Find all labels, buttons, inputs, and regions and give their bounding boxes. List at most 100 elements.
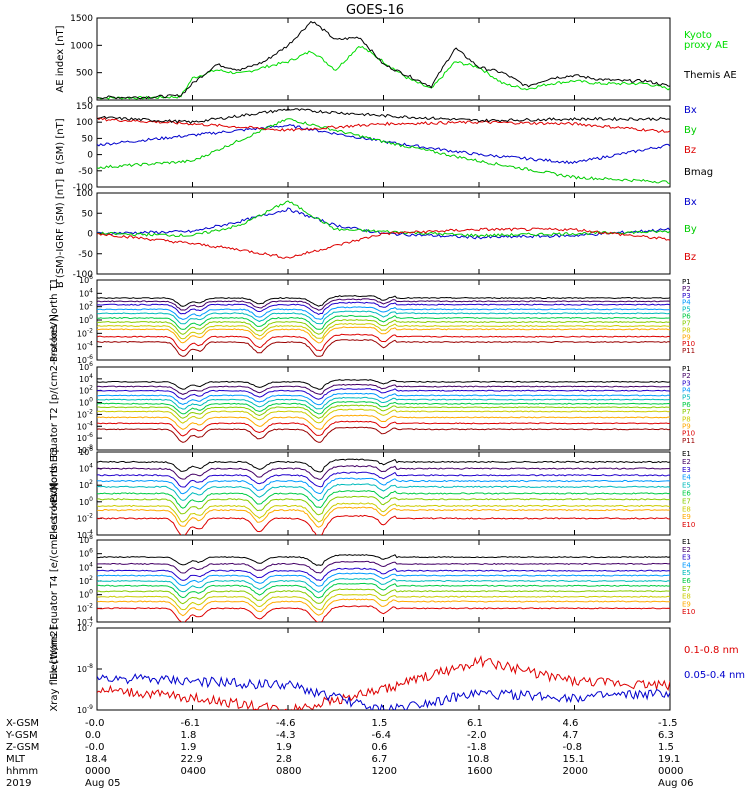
panel-b_sm_igrf: -100 -50 0 50 100 B (SM)-IGRF (SM) [nT] Bx By Bz — [55, 179, 697, 288]
y-tick-label: 10-4 — [77, 529, 93, 540]
channel-label: E3 — [682, 466, 691, 474]
channel-label: P3 — [682, 292, 691, 300]
y-tick-exponent: 0 — [89, 314, 93, 321]
footer-row-value: Aug 06 — [658, 778, 694, 789]
channel-e7 — [97, 588, 670, 605]
legend-label: Bmag — [684, 167, 713, 178]
channel-label: E8 — [682, 505, 691, 513]
y-tick-label: -100 — [73, 183, 94, 193]
y-tick-label: 108 — [79, 534, 93, 545]
y-tick-label: 10-8 — [77, 444, 93, 455]
channel-label: P4 — [682, 299, 691, 307]
y-tick-label: 1000 — [70, 41, 93, 51]
footer-row-value: 18.4 — [85, 754, 108, 765]
channel-label: P3 — [682, 379, 691, 387]
channel-label: P11 — [682, 437, 695, 445]
footer-row-value: 10.8 — [467, 754, 490, 765]
footer-row-value: 4.7 — [562, 730, 579, 741]
y-tick-exponent: -2 — [87, 602, 93, 609]
y-tick-label: 106 — [79, 274, 93, 285]
footer-row-value: -1.5 — [658, 718, 678, 729]
channel-label: P4 — [682, 387, 691, 395]
y-tick-label: 10-4 — [77, 341, 93, 352]
legend-label: Bx — [684, 197, 697, 208]
y-tick-exponent: -4 — [87, 420, 93, 427]
channel-e6 — [97, 582, 670, 599]
y-tick-label: 100 — [79, 496, 93, 507]
y-tick-exponent: -4 — [87, 529, 93, 536]
y-tick-exponent: 2 — [89, 575, 93, 582]
y-tick-label: 10-4 — [77, 420, 93, 431]
y-tick-label: 10-2 — [77, 602, 93, 613]
channel-e3 — [97, 567, 670, 582]
footer-row-value: 1.9 — [276, 742, 292, 753]
y-tick-label: 102 — [79, 301, 93, 312]
channel-e3 — [97, 471, 670, 488]
y-axis-label: Electrons Equator T4 [e/(cm2-s-sr-keV)] — [49, 482, 60, 679]
footer-row-label: MLT — [6, 754, 25, 765]
channel-label: E4 — [682, 474, 691, 482]
channel-e2 — [97, 560, 670, 574]
channel-p7 — [97, 318, 670, 335]
channel-p3 — [97, 388, 670, 400]
legend-label: Themis AE — [683, 70, 737, 81]
channel-label: E6 — [682, 490, 691, 498]
y-tick-label: 10-2 — [77, 327, 93, 338]
channel-p8 — [97, 323, 670, 340]
series-0-1-0-8-nm — [97, 655, 670, 710]
footer-row-value: 1600 — [467, 766, 493, 777]
channel-p7 — [97, 404, 670, 419]
channel-label: P10 — [682, 430, 695, 438]
y-tick-label: 100 — [76, 189, 93, 199]
channel-label: P7 — [682, 319, 691, 327]
channel-e5 — [97, 483, 670, 502]
y-tick-label: -50 — [78, 167, 93, 177]
channel-p6 — [97, 314, 670, 330]
y-tick-exponent: -8 — [87, 663, 93, 670]
y-axis-label: Protons North T1 — [49, 278, 60, 362]
y-tick-label: 100 — [76, 118, 93, 128]
y-tick-exponent: 6 — [89, 548, 93, 555]
channel-label: E2 — [682, 458, 691, 466]
y-tick-label: 100 — [79, 314, 93, 325]
y-tick-exponent: 2 — [89, 301, 93, 308]
y-tick-label: 1500 — [70, 14, 93, 24]
y-tick-exponent: 8 — [89, 534, 93, 541]
y-tick-label: 10-7 — [77, 622, 93, 633]
channel-label: E1 — [682, 538, 691, 546]
channel-label: P2 — [682, 372, 691, 380]
channel-p9 — [97, 414, 670, 430]
channel-label: E9 — [682, 600, 691, 608]
channel-label: P10 — [682, 340, 695, 348]
y-tick-exponent: 4 — [89, 561, 93, 568]
channel-label: E7 — [682, 497, 691, 505]
channel-p1 — [97, 294, 670, 307]
footer-row-value: 1.8 — [180, 730, 197, 741]
footer-row-value: -1.8 — [467, 742, 487, 753]
footer-row-value: 1.9 — [180, 742, 197, 753]
channel-e9 — [97, 506, 670, 528]
channel-label: P5 — [682, 394, 691, 402]
y-tick-label: 0 — [87, 151, 93, 161]
series-bz — [97, 227, 670, 259]
channel-p11 — [97, 426, 670, 443]
channel-p2 — [97, 383, 670, 395]
footer-row-value: 0400 — [180, 766, 206, 777]
channel-p10 — [97, 420, 670, 437]
y-tick-label: 100 — [79, 589, 93, 600]
y-tick-exponent: -7 — [87, 622, 93, 629]
series-by — [97, 200, 670, 238]
series-themis-ae — [97, 20, 670, 100]
footer-row-value: 6.7 — [371, 754, 388, 765]
y-tick-label: 102 — [79, 479, 93, 490]
y-tick-label: 10-8 — [77, 663, 93, 674]
channel-label: E7 — [682, 585, 691, 593]
channel-p9 — [97, 326, 670, 344]
footer-row-value: 1200 — [371, 766, 397, 777]
y-tick-label: 10-9 — [77, 704, 93, 715]
channel-e9 — [97, 598, 670, 617]
footer-row-value: 19.1 — [658, 754, 681, 765]
channel-e5 — [97, 578, 670, 593]
